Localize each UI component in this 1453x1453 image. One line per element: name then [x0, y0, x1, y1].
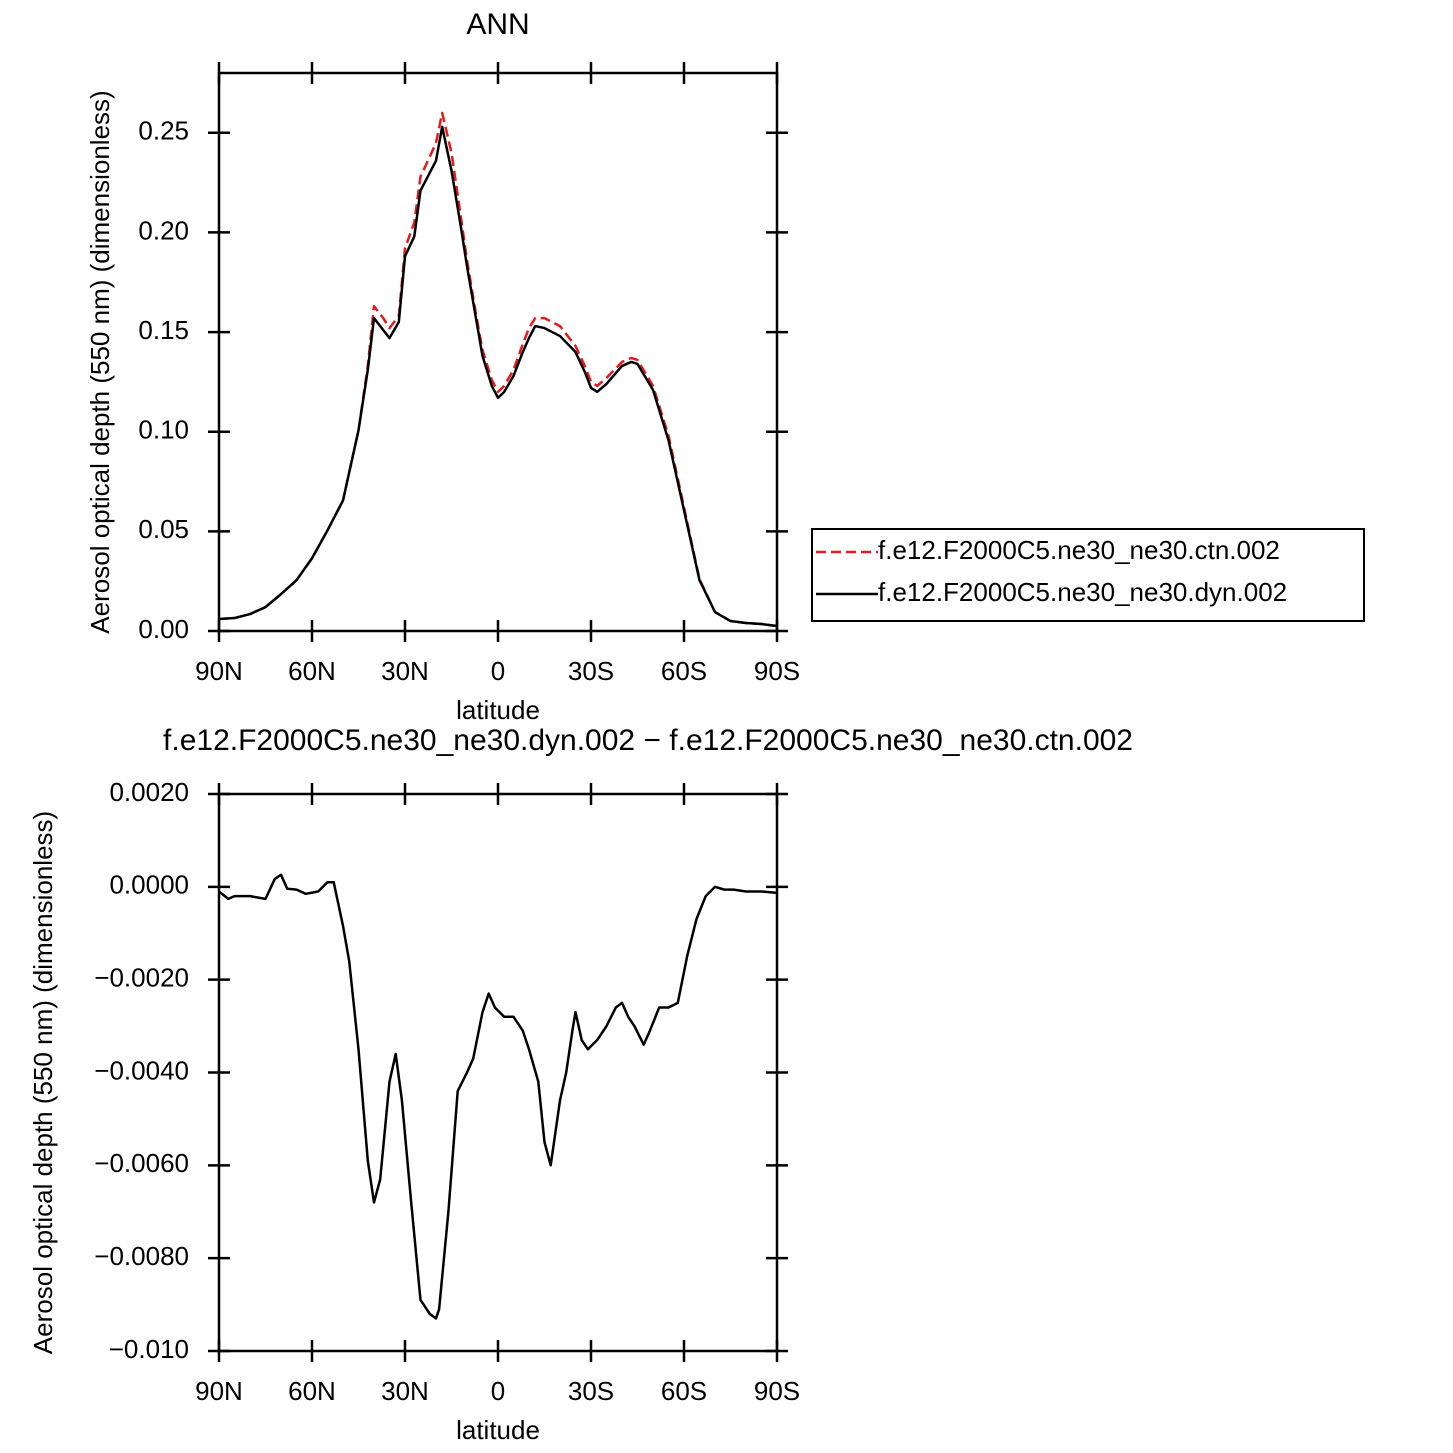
- x-tick-label: 90N: [195, 656, 243, 686]
- plot-frame: [217, 792, 779, 1353]
- x-tick-label: 30S: [568, 656, 614, 686]
- data-line: [218, 125, 778, 628]
- y-tick-label: 0.0020: [109, 777, 189, 807]
- x-tick-label: 90N: [195, 1376, 243, 1406]
- y-tick-label: 0.05: [138, 514, 189, 544]
- y-tick-label: −0.0060: [94, 1148, 189, 1178]
- y-tick-label: 0.10: [138, 415, 189, 445]
- y-tick-label: −0.0020: [94, 963, 189, 993]
- y-tick-label: −0.0080: [94, 1241, 189, 1271]
- legend-box: [811, 528, 1365, 622]
- x-tick-label: 60S: [661, 656, 707, 686]
- x-tick-label: 30N: [381, 656, 429, 686]
- chart-title: ANN: [466, 8, 529, 41]
- y-tick-label: 0.00: [138, 614, 189, 644]
- x-axis-label: latitude: [456, 1415, 540, 1445]
- legend-label: f.e12.F2000C5.ne30_ne30.ctn.002: [878, 535, 1280, 565]
- x-tick-label: 60N: [288, 656, 336, 686]
- x-tick-label: 90S: [754, 656, 800, 686]
- x-tick-label: 90S: [754, 1376, 800, 1406]
- y-tick-label: −0.0040: [94, 1055, 189, 1085]
- x-tick-label: 30S: [568, 1376, 614, 1406]
- y-tick-label: 0.0000: [109, 870, 189, 900]
- x-tick-label: 0: [491, 1376, 505, 1406]
- y-axis-label: Aerosol optical depth (550 nm) (dimensio…: [85, 90, 115, 633]
- y-tick-label: 0.20: [138, 215, 189, 245]
- x-tick-label: 0: [491, 656, 505, 686]
- x-tick-label: 30N: [381, 1376, 429, 1406]
- y-axis-label: Aerosol optical depth (550 nm) (dimensio…: [28, 811, 58, 1354]
- data-line: [218, 873, 778, 1320]
- chart-title: f.e12.F2000C5.ne30_ne30.dyn.002 − f.e12.…: [163, 724, 1133, 757]
- y-tick-label: −0.010: [109, 1334, 189, 1364]
- y-tick-label: 0.15: [138, 315, 189, 345]
- x-tick-label: 60S: [661, 1376, 707, 1406]
- y-tick-label: 0.25: [138, 116, 189, 146]
- x-tick-label: 60N: [288, 1376, 336, 1406]
- x-axis-label: latitude: [456, 695, 540, 725]
- legend-label: f.e12.F2000C5.ne30_ne30.dyn.002: [878, 577, 1287, 607]
